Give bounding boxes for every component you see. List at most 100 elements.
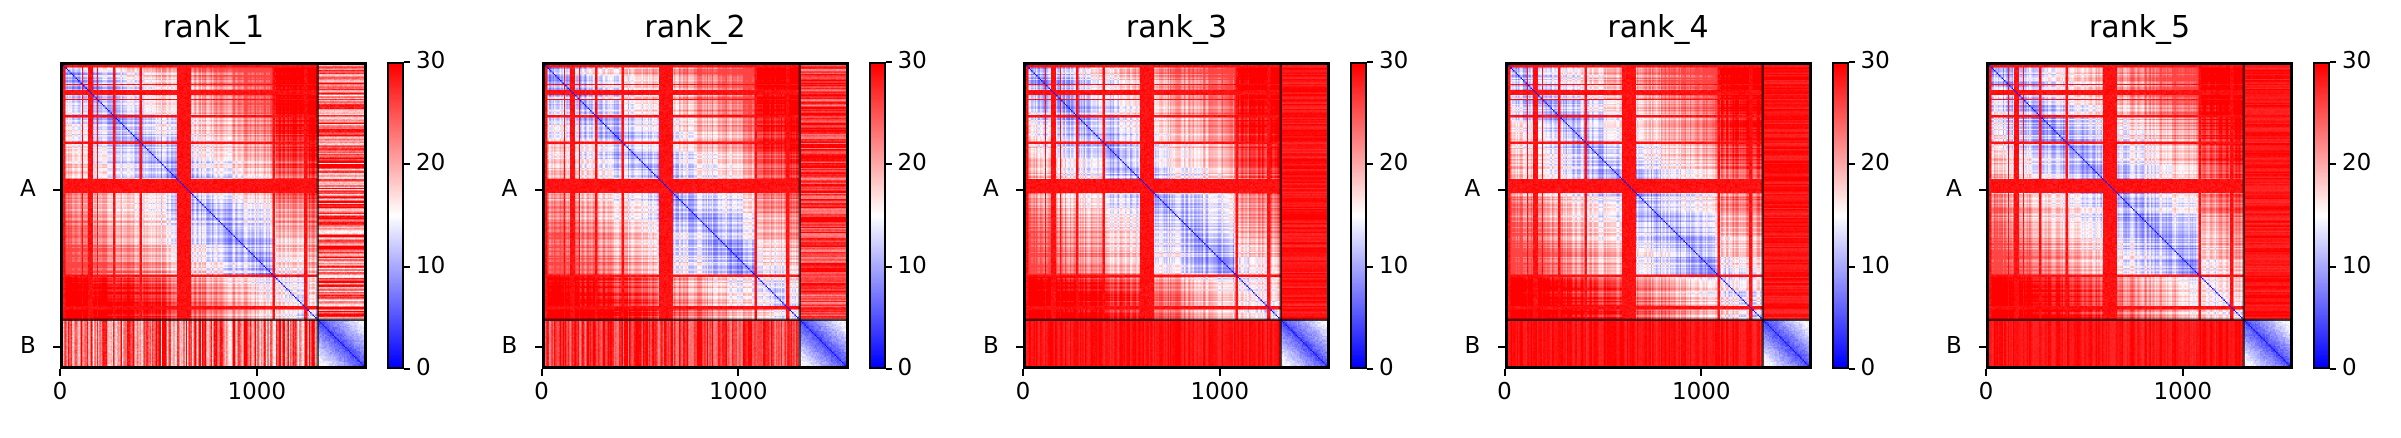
x-tick-mark — [2181, 369, 2184, 376]
y-tick-mark — [1497, 188, 1505, 191]
x-tick-label: 0 — [1497, 379, 1512, 405]
x-tick-label: 1000 — [2153, 379, 2213, 405]
heatmap — [541, 62, 849, 369]
colorbar-tick-label: 10 — [2342, 252, 2372, 279]
colorbar-tick-mark — [885, 61, 892, 63]
colorbar-gradient — [389, 64, 402, 367]
colorbar-tick-label: 30 — [416, 48, 446, 74]
x-tick-mark — [59, 369, 61, 376]
colorbar-tick-label: 0 — [2342, 355, 2357, 381]
chart-title: rank_4 — [1607, 10, 1709, 45]
x-tick-mark — [1503, 369, 1506, 376]
y-tick-label: B — [983, 333, 999, 360]
chart-panel: rank_2 0 1000 A B 0 10 20 30 — [482, 0, 964, 438]
x-tick-label: 1000 — [227, 379, 287, 405]
y-tick-mark — [1016, 188, 1023, 191]
colorbar-tick-mark — [885, 368, 892, 370]
colorbar-tick-mark — [1848, 265, 1855, 268]
colorbar-tick-mark — [404, 265, 410, 268]
colorbar-tick-mark — [404, 163, 410, 166]
heatmap-cells — [1989, 65, 2290, 366]
y-tick-mark — [1979, 346, 1986, 349]
colorbar — [1831, 62, 1849, 369]
colorbar-tick-mark — [2330, 163, 2336, 166]
x-tick-label: 1000 — [709, 379, 768, 405]
y-tick-label: A — [501, 175, 518, 202]
colorbar-gradient — [870, 64, 884, 367]
x-tick-label: 0 — [534, 379, 549, 405]
y-tick-label: A — [1946, 175, 1962, 202]
y-tick-label: B — [1464, 333, 1481, 360]
chart-title: rank_3 — [1125, 10, 1228, 45]
colorbar — [2313, 62, 2330, 369]
chart-panel: rank_4 0 1000 A B 0 10 20 30 — [1445, 0, 1927, 438]
colorbar-gradient — [1352, 64, 1365, 367]
colorbar-tick-label: 20 — [1379, 150, 1409, 177]
colorbar-tick-mark — [404, 61, 410, 63]
colorbar-tick-label: 30 — [2342, 48, 2372, 74]
y-tick-mark — [53, 346, 60, 349]
y-tick-mark — [1979, 188, 1986, 191]
chart-title: rank_5 — [2088, 10, 2191, 45]
colorbar-tick-mark — [1367, 368, 1373, 370]
chart-panel: rank_1 0 1000 A B 0 10 20 30 — [0, 0, 482, 438]
x-tick-mark — [540, 369, 543, 376]
y-tick-label: B — [20, 333, 36, 360]
colorbar-tick-label: 10 — [897, 252, 927, 279]
x-tick-mark — [737, 369, 740, 376]
y-tick-mark — [1497, 346, 1505, 349]
colorbar-tick-mark — [885, 163, 892, 166]
y-tick-mark — [534, 188, 542, 191]
colorbar-tick-mark — [1367, 61, 1373, 63]
x-tick-label: 1000 — [1190, 379, 1250, 405]
colorbar-tick-label: 20 — [416, 150, 446, 177]
colorbar-tick-label: 20 — [897, 150, 927, 177]
heatmap-cells — [63, 65, 364, 366]
colorbar-gradient — [2315, 64, 2328, 367]
y-tick-mark — [53, 188, 60, 191]
y-tick-label: A — [1464, 175, 1481, 202]
heatmap-cells — [1026, 65, 1327, 366]
heatmap — [1504, 62, 1812, 369]
colorbar-tick-mark — [404, 368, 410, 370]
colorbar-tick-mark — [1367, 265, 1373, 268]
y-tick-mark — [1016, 346, 1023, 349]
colorbar-tick-label: 30 — [1860, 48, 1890, 74]
y-tick-label: B — [501, 333, 518, 360]
chart-title: rank_2 — [644, 10, 746, 45]
colorbar — [868, 62, 886, 369]
heatmap — [60, 62, 367, 369]
colorbar-tick-label: 0 — [897, 355, 913, 381]
colorbar — [387, 62, 404, 369]
colorbar — [1350, 62, 1367, 369]
x-tick-mark — [255, 369, 258, 376]
colorbar-tick-label: 20 — [1860, 150, 1890, 177]
colorbar-tick-mark — [1848, 368, 1855, 370]
y-tick-label: A — [20, 175, 36, 202]
heatmap — [1986, 62, 2293, 369]
chart-title: rank_1 — [162, 10, 265, 45]
x-tick-label: 1000 — [1672, 379, 1731, 405]
heatmap-cells — [1507, 65, 1809, 366]
chart-panel: rank_5 0 1000 A B 0 10 20 30 — [1926, 0, 2401, 438]
colorbar-tick-mark — [1367, 163, 1373, 166]
x-tick-mark — [1700, 369, 1703, 376]
colorbar-tick-label: 30 — [1379, 48, 1409, 74]
heatmap-cells — [544, 65, 846, 366]
colorbar-tick-mark — [2330, 265, 2336, 268]
y-tick-mark — [534, 346, 542, 349]
colorbar-tick-mark — [1848, 163, 1855, 166]
y-tick-label: B — [1946, 333, 1962, 360]
colorbar-tick-label: 10 — [1860, 252, 1890, 279]
chart-panel: rank_3 0 1000 A B 0 10 20 30 — [963, 0, 1445, 438]
colorbar-tick-mark — [1848, 61, 1855, 63]
y-tick-label: A — [983, 175, 999, 202]
heatmap — [1023, 62, 1330, 369]
colorbar-tick-mark — [885, 265, 892, 268]
x-tick-mark — [1022, 369, 1024, 376]
x-tick-mark — [1218, 369, 1221, 376]
colorbar-tick-label: 10 — [1379, 252, 1409, 279]
x-tick-label: 0 — [1015, 379, 1031, 405]
colorbar-tick-label: 20 — [2342, 150, 2372, 177]
